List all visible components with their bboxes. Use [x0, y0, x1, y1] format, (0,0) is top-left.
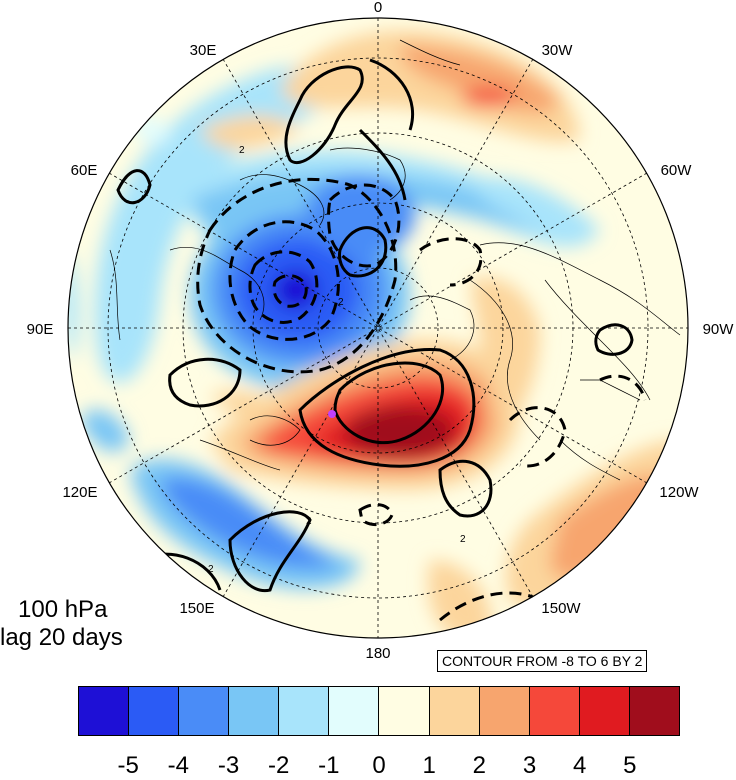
contour-label: 2: [460, 534, 466, 545]
colorbar-box: [429, 687, 480, 735]
lon-label-180: 180: [365, 645, 390, 660]
colorbar-label: -2: [267, 752, 290, 779]
shaded-field: [68, 18, 688, 638]
lon-label-0: 0: [374, 0, 382, 16]
colorbar-box: [529, 687, 580, 735]
colorbar-labels: -5 -4 -3 -2 -1 0 1 2 3 4 5: [78, 752, 680, 780]
colorbar-box: [379, 687, 430, 735]
colorbar-label: -3: [217, 752, 240, 779]
colorbar-label: -4: [167, 752, 189, 779]
colorbar-box: [629, 687, 679, 735]
colorbar-box: [479, 687, 530, 735]
contour-info-box: CONTOUR FROM -8 TO 6 BY 2: [437, 650, 648, 672]
contour-lines: [116, 58, 647, 622]
lon-label-30e: 30E: [190, 42, 217, 59]
lon-label-150w: 150W: [541, 600, 581, 617]
colorbar: [78, 686, 680, 736]
colorbar-box: [179, 687, 230, 735]
colorbar-label: 3: [522, 752, 537, 779]
contour-label: 2: [239, 145, 245, 156]
contour-label: 2: [208, 564, 214, 575]
contour-label: 2: [338, 297, 344, 308]
lon-label-90e: 90E: [27, 321, 54, 338]
polar-map: 2 2 2 2 2 0 30W 60W 90W 120W 150W 180 15…: [27, 0, 735, 660]
level-label: 100 hPa: [18, 596, 108, 623]
colorbar-label: 1: [422, 752, 436, 779]
colorbar-label: 0: [372, 752, 386, 779]
lon-label-90w: 90W: [703, 321, 735, 338]
lag-label: lag 20 days: [0, 624, 123, 651]
lon-label-120e: 120E: [62, 484, 97, 501]
contour-label: 2: [306, 516, 312, 527]
lon-label-60e: 60E: [71, 162, 98, 179]
lon-label-120w: 120W: [659, 484, 699, 501]
lon-label-150e: 150E: [179, 600, 214, 617]
coastlines: [109, 39, 681, 481]
map-boundary: [67, 17, 689, 639]
lon-label-60w: 60W: [661, 162, 693, 179]
colorbar-box: [79, 687, 130, 735]
colorbar-label: -1: [318, 752, 340, 779]
colorbar-box: [229, 687, 280, 735]
colorbar-label: -5: [117, 752, 139, 779]
contour-labels: 2 2 2 2 2: [208, 145, 466, 575]
colorbar-label: 2: [472, 752, 486, 779]
colorbar-box: [279, 687, 330, 735]
colorbar-box: [329, 687, 380, 735]
reference-point-marker: [328, 410, 336, 418]
colorbar-label: 5: [623, 752, 637, 779]
longitude-labels: 0 30W 60W 90W 120W 150W 180 150E 120E 90…: [27, 0, 735, 660]
lon-label-30w: 30W: [542, 42, 574, 59]
colorbar-box: [579, 687, 630, 735]
colorbar-box: [129, 687, 180, 735]
colorbar-label: 4: [572, 752, 587, 779]
